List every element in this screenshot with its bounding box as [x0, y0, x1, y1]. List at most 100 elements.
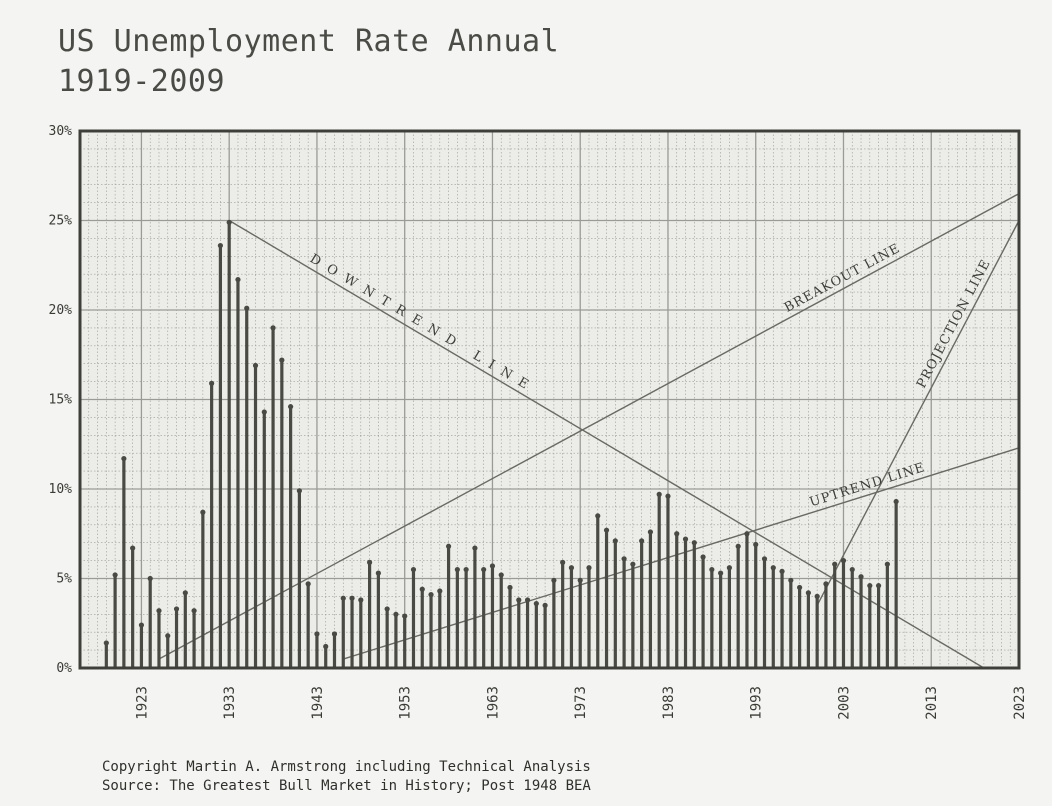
bar-cap: [849, 566, 855, 573]
bar-cap: [630, 561, 636, 567]
bar-cap: [832, 561, 838, 567]
x-tick-label: 2013: [924, 686, 940, 720]
bar-cap: [112, 572, 118, 578]
bar-cap: [349, 595, 355, 601]
bar-cap: [130, 545, 136, 551]
bar-cap: [665, 493, 671, 499]
bar-cap: [244, 305, 250, 311]
bar-cap: [445, 543, 452, 549]
bar-cap: [323, 643, 329, 650]
bar-cap: [753, 541, 759, 548]
y-tick-label: 20%: [49, 303, 73, 318]
bar-cap: [551, 577, 557, 583]
bar-cap: [858, 574, 864, 580]
bar-cap: [156, 608, 162, 614]
bar-cap: [121, 455, 127, 462]
bar-cap: [533, 600, 539, 607]
bar-cap: [884, 561, 890, 567]
bar-cap: [875, 583, 882, 589]
bar-cap: [288, 404, 294, 410]
chart-title: US Unemployment Rate Annual: [58, 24, 560, 59]
bar-cap: [805, 590, 811, 596]
bar-cap: [279, 357, 285, 363]
bar-cap: [595, 513, 601, 519]
bar-cap: [735, 543, 741, 549]
bar-cap: [261, 409, 267, 415]
bar-cap: [419, 586, 425, 592]
bar-cap: [814, 593, 820, 600]
bar-cap: [270, 325, 276, 331]
bar-cap: [744, 531, 750, 537]
bar-cap: [674, 531, 680, 537]
copyright-text: Copyright Martin A. Armstrong including …: [102, 759, 591, 775]
bar-cap: [314, 631, 320, 637]
bar-cap: [182, 590, 188, 596]
bar-cap: [217, 242, 224, 249]
chart-subtitle: 1919-2009: [58, 64, 226, 99]
bar-cap: [138, 622, 145, 628]
bar-cap: [366, 559, 373, 565]
x-tick-label: 1933: [222, 686, 238, 720]
bar-cap: [147, 575, 153, 582]
trend-line: [158, 193, 1020, 660]
bar-cap: [524, 597, 531, 603]
bar-cap: [542, 602, 548, 608]
bar-cap: [252, 362, 259, 369]
bar-cap: [296, 488, 302, 494]
bar-cap: [770, 565, 776, 571]
bar-cap: [840, 558, 847, 564]
bar-cap: [481, 566, 487, 573]
bar-cap: [489, 563, 496, 569]
x-tick-label: 1993: [749, 686, 765, 720]
bar-cap: [103, 640, 109, 646]
bar-cap: [726, 565, 733, 571]
chart-title-block: US Unemployment Rate Annual 1919-2009: [58, 22, 559, 102]
y-tick-label: 0%: [56, 661, 72, 676]
y-tick-label: 5%: [56, 572, 72, 587]
bar-cap: [358, 597, 364, 603]
bar-cap: [235, 276, 241, 283]
bar-cap: [340, 595, 346, 601]
bar-cap: [797, 584, 803, 591]
bar-cap: [779, 568, 785, 574]
bars: [103, 219, 899, 668]
bar-cap: [709, 566, 715, 573]
bar-cap: [428, 592, 434, 598]
trend-line: [816, 220, 1020, 606]
bar-cap: [472, 545, 478, 551]
bar-cap: [384, 606, 390, 612]
x-tick-label: 1943: [310, 686, 326, 720]
bar-cap: [498, 572, 504, 578]
y-tick-label: 15%: [49, 393, 73, 408]
bar-cap: [788, 577, 794, 583]
bar-cap: [437, 588, 443, 594]
x-tick-label: 1953: [398, 686, 414, 720]
bar-cap: [621, 556, 627, 562]
bar-cap: [226, 219, 232, 225]
x-tick-label: 2023: [1012, 686, 1028, 720]
bar-cap: [603, 527, 610, 533]
bar-cap: [656, 491, 662, 497]
bar-cap: [165, 633, 171, 639]
bar-cap: [682, 536, 689, 542]
bar-cap: [560, 559, 566, 565]
bar-cap: [516, 597, 522, 603]
bar-cap: [823, 581, 829, 587]
x-tick-label: 1983: [661, 686, 677, 720]
bar-cap: [867, 583, 873, 589]
bar-cap: [700, 554, 706, 560]
y-tick-label: 30%: [49, 124, 73, 139]
bar-cap: [454, 566, 460, 573]
bar-cap: [893, 498, 899, 505]
bar-cap: [200, 509, 206, 515]
footer: Copyright Martin A. Armstrong including …: [102, 758, 591, 796]
bar-cap: [209, 380, 215, 386]
bar-cap: [586, 565, 592, 571]
bar-cap: [173, 606, 180, 612]
bar-cap: [691, 540, 697, 546]
bar-cap: [507, 584, 513, 591]
x-tick-label: 2003: [836, 686, 852, 720]
y-tick-label: 10%: [49, 482, 73, 497]
x-tick-label: 1973: [573, 686, 589, 720]
bar-cap: [568, 565, 575, 571]
